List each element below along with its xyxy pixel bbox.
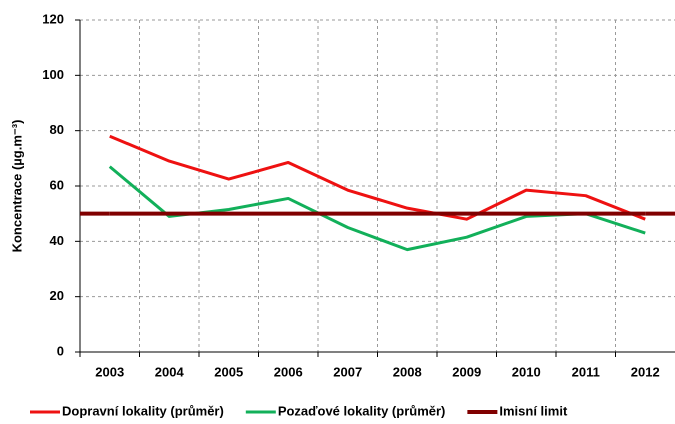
x-tick-label: 2012 [631, 364, 660, 379]
x-tick-label: 2009 [452, 364, 481, 379]
y-axis-label: Koncentrace (µg.m⁻³) [9, 120, 24, 253]
x-tick-label: 2008 [393, 364, 422, 379]
x-tick-label: 2003 [95, 364, 124, 379]
y-tick-label: 60 [50, 177, 64, 192]
y-tick-label: 20 [50, 288, 64, 303]
x-tick-label: 2010 [512, 364, 541, 379]
x-tick-label: 2004 [155, 364, 185, 379]
legend-label: Pozaďové lokality (průměr) [278, 403, 446, 418]
x-tick-label: 2005 [214, 364, 243, 379]
x-tick-label: 2011 [572, 364, 600, 379]
legend-label: Dopravní lokality (průměr) [62, 403, 224, 418]
y-tick-label: 80 [50, 122, 64, 137]
y-tick-label: 0 [57, 343, 64, 358]
y-tick-label: 100 [42, 67, 64, 82]
series-line [109, 134, 646, 221]
x-tick-label: 2006 [274, 364, 303, 379]
x-tick-label: 2007 [333, 364, 362, 379]
y-tick-label: 120 [42, 11, 64, 26]
y-tick-label: 40 [50, 233, 64, 248]
legend-label: Imisní limit [499, 403, 568, 418]
